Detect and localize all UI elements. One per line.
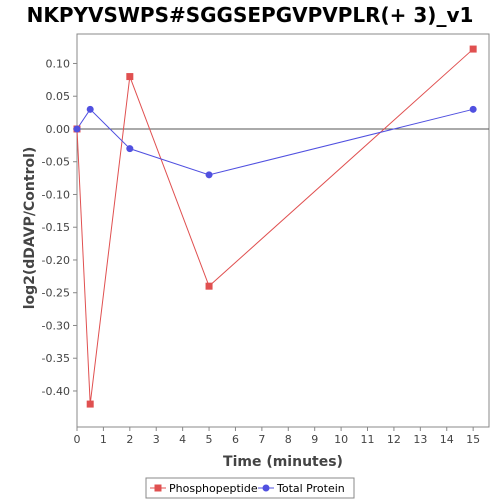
x-tick-label: 7 <box>258 433 265 446</box>
data-point-phosphopeptide <box>126 73 134 81</box>
x-tick-label: 1 <box>100 433 107 446</box>
y-tick-label: -0.40 <box>42 385 70 398</box>
x-tick-label: 11 <box>361 433 375 446</box>
x-tick-label: 15 <box>466 433 480 446</box>
y-tick-label: 0.10 <box>46 57 71 70</box>
x-tick-label: 10 <box>334 433 348 446</box>
x-tick-label: 14 <box>440 433 454 446</box>
data-point-total-protein <box>86 105 94 113</box>
x-tick-label: 12 <box>387 433 401 446</box>
data-point-phosphopeptide <box>86 400 94 408</box>
x-tick-label: 3 <box>153 433 160 446</box>
y-tick-label: -0.30 <box>42 319 70 332</box>
y-tick-label: -0.15 <box>42 221 70 234</box>
x-tick-label: 8 <box>285 433 292 446</box>
legend-marker-phosphopeptide <box>154 484 162 492</box>
legend-marker-total-protein <box>262 484 270 492</box>
x-tick-label: 0 <box>74 433 81 446</box>
y-tick-label: -0.10 <box>42 188 70 201</box>
x-axis-label: Time (minutes) <box>223 454 343 470</box>
data-point-total-protein <box>469 105 477 113</box>
plot-area: 0.10 0.05 0.00 -0.05 -0.10 -0.15 -0.20 -0.25 -0.… <box>42 33 490 446</box>
x-tick-label: 5 <box>206 433 213 446</box>
x-tick-label: 4 <box>179 433 186 446</box>
y-tick-label: -0.35 <box>42 352 70 365</box>
y-tick-label: -0.25 <box>42 287 70 300</box>
legend-box <box>145 477 355 499</box>
data-point-total-protein <box>205 171 213 179</box>
x-tick-label: 6 <box>232 433 239 446</box>
y-axis-label: log2(dDAVP/Control) <box>22 147 38 310</box>
y-tick-label: 0.00 <box>46 123 71 136</box>
y-tick-label: -0.05 <box>42 156 70 169</box>
data-point-total-protein <box>73 125 81 133</box>
legend-label-phosphopeptide: Phosphopeptide <box>169 482 258 495</box>
x-tick-label: 2 <box>126 433 133 446</box>
data-point-total-protein <box>126 145 134 153</box>
legend: Phosphopeptide Total Protein <box>145 477 355 499</box>
data-point-phosphopeptide <box>469 45 477 53</box>
plot-frame <box>76 33 490 428</box>
x-tick-label: 13 <box>413 433 427 446</box>
y-tick-label: 0.05 <box>46 90 71 103</box>
data-point-phosphopeptide <box>205 282 213 290</box>
chart-title: NKPYVSWPS#SGGSEPGVPVPLR(+ 3)_v1 <box>27 3 474 27</box>
legend-label-total-protein: Total Protein <box>276 482 345 495</box>
y-tick-label: -0.20 <box>42 254 70 267</box>
x-tick-label: 9 <box>311 433 318 446</box>
